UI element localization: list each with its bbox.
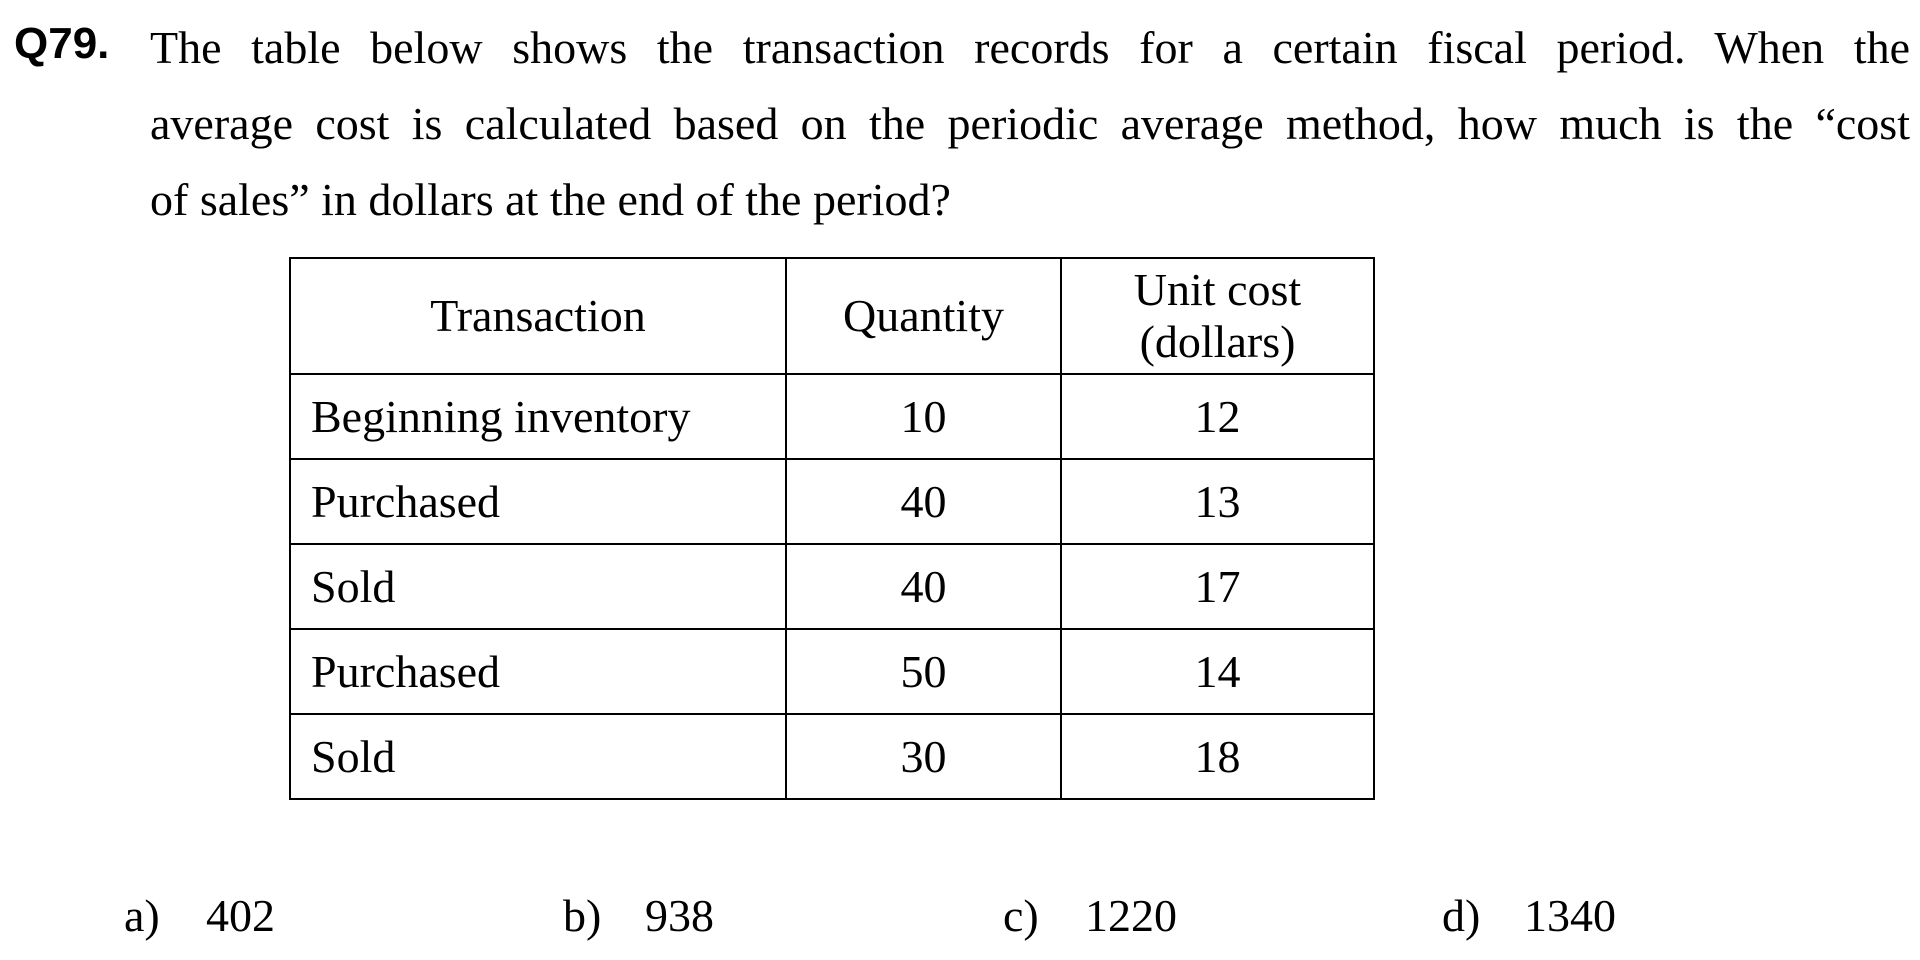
cell-transaction: Beginning inventory — [289, 373, 787, 460]
header-quantity: Quantity — [785, 257, 1062, 375]
option-a[interactable]: a) 402 — [124, 886, 275, 946]
table-row: Purchased 50 14 — [289, 628, 1375, 715]
cell-transaction: Sold — [289, 543, 787, 630]
table-row: Purchased 40 13 — [289, 458, 1375, 545]
question-text-line: average cost is calculated based on the … — [150, 98, 1910, 149]
option-value: 1220 — [1085, 890, 1177, 941]
cell-quantity: 30 — [785, 713, 1062, 800]
cell-transaction: Sold — [289, 713, 787, 800]
cell-quantity: 50 — [785, 628, 1062, 715]
header-unit-cost-line1: Unit cost — [1133, 264, 1302, 315]
header-unit-cost-line2: (dollars) — [1139, 316, 1296, 367]
cell-unit-cost: 12 — [1060, 373, 1375, 460]
option-value: 1340 — [1524, 890, 1616, 941]
cell-quantity: 40 — [785, 543, 1062, 630]
cell-quantity: 10 — [785, 373, 1062, 460]
question-number: Q79. — [14, 19, 110, 68]
answer-options: a) 402 b) 938 c) 1220 d) 1340 — [0, 886, 1920, 956]
transaction-table: Transaction Quantity Unit cost (dollars)… — [289, 257, 1375, 800]
cell-unit-cost: 14 — [1060, 628, 1375, 715]
cell-quantity: 40 — [785, 458, 1062, 545]
cell-unit-cost: 17 — [1060, 543, 1375, 630]
option-d[interactable]: d) 1340 — [1442, 886, 1616, 946]
cell-transaction: Purchased — [289, 628, 787, 715]
cell-transaction: Purchased — [289, 458, 787, 545]
option-letter: a) — [124, 890, 160, 941]
header-transaction: Transaction — [289, 257, 787, 375]
question-text-line: The table below shows the transaction re… — [150, 22, 1910, 73]
cell-unit-cost: 18 — [1060, 713, 1375, 800]
option-letter: d) — [1442, 890, 1481, 941]
question-text-line: of sales” in dollars at the end of the p… — [150, 174, 951, 225]
option-letter: b) — [563, 890, 602, 941]
table-row: Sold 40 17 — [289, 543, 1375, 630]
option-letter: c) — [1003, 890, 1039, 941]
table-row: Sold 30 18 — [289, 713, 1375, 800]
cell-unit-cost: 13 — [1060, 458, 1375, 545]
option-value: 938 — [645, 890, 714, 941]
header-unit-cost: Unit cost (dollars) — [1060, 257, 1375, 375]
option-c[interactable]: c) 1220 — [1003, 886, 1177, 946]
option-value: 402 — [206, 890, 275, 941]
option-b[interactable]: b) 938 — [563, 886, 714, 946]
table-row: Beginning inventory 10 12 — [289, 373, 1375, 460]
question-text: The table below shows the transaction re… — [150, 10, 1910, 238]
table-header-row: Transaction Quantity Unit cost (dollars) — [289, 257, 1375, 375]
